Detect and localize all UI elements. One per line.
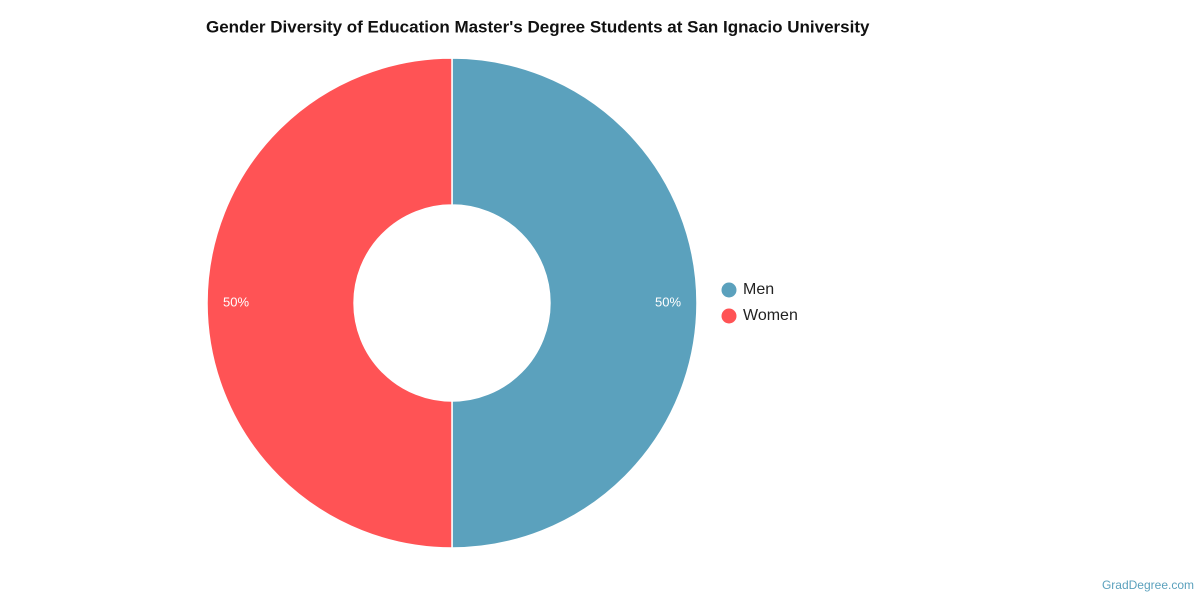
legend-label: Men [743,281,774,298]
donut-slice [451,57,698,549]
credit: GradDegree.com [1102,578,1194,592]
value-label: 50% [223,294,249,309]
legend-label: Women [743,307,798,324]
legend-swatch [721,308,737,324]
chart-title: Gender Diversity of Education Master's D… [206,17,870,36]
value-label: 50% [655,294,681,309]
legend-swatch [721,282,737,298]
donut-slice [206,57,453,549]
